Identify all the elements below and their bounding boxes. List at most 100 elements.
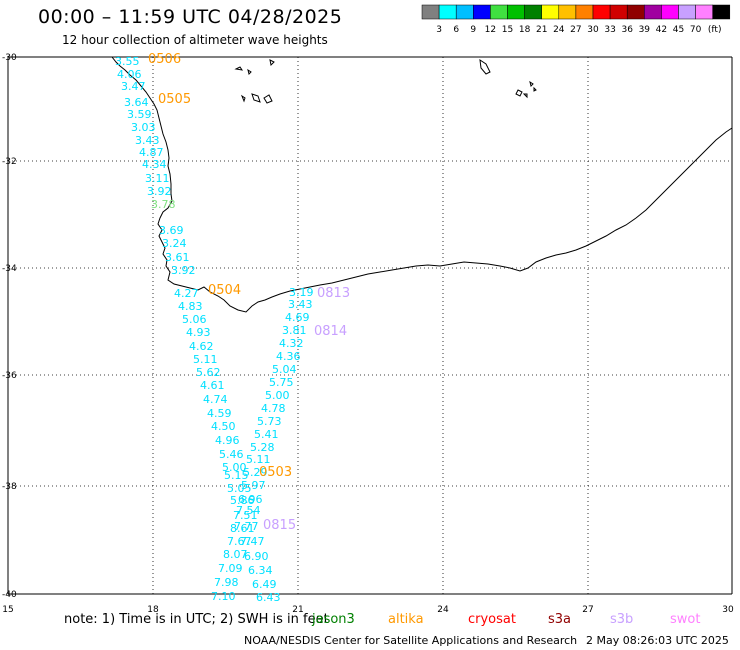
color-tick-label: 12	[485, 25, 496, 35]
axis-ticks: 15 18 21 24 27 30 -30 -32 -34 -36 -38 -40	[2, 53, 734, 615]
wave-height-label: 4.62	[189, 340, 214, 353]
wave-height-label: 4.87	[139, 146, 164, 159]
color-swatch	[712, 4, 731, 20]
wave-height-label: 4.34	[142, 158, 167, 171]
color-tick-label: 6	[453, 25, 459, 35]
wave-height-label: 5.97	[241, 479, 266, 492]
wave-height-label: 8.07	[223, 548, 248, 561]
color-tick-label: 15	[502, 25, 513, 35]
wave-height-label: 5.73	[257, 415, 282, 428]
wave-height-label: 4.61	[200, 379, 225, 392]
color-tick-label: 36	[621, 25, 633, 35]
wave-height-label: 5.29	[243, 466, 268, 479]
color-tick-label: 24	[553, 25, 565, 35]
wave-height-label: 7.98	[214, 576, 239, 589]
wave-height-label: 3.19	[289, 286, 314, 299]
wave-height-label: 4.69	[285, 311, 310, 324]
mission-jason3: jason3	[312, 612, 355, 627]
color-tick-label: 9	[470, 25, 476, 35]
map-title: 00:00 – 11:59 UTC 04/28/2025	[38, 6, 343, 28]
x-tick-label: 21	[292, 605, 303, 615]
wave-height-label: 5.15	[224, 469, 249, 482]
wave-height-label: 3.11	[145, 172, 170, 185]
wave-height-label: 4.93	[186, 326, 211, 339]
wave-height-label: 7.77	[234, 520, 259, 533]
wave-height-label: 3.24	[162, 237, 187, 250]
legend-note-row: note: 1) Time is in UTC; 2) SWH is in fe…	[64, 612, 329, 627]
wave-height-label: 4.32	[279, 337, 304, 350]
wave-height-label: 5.04	[272, 363, 297, 376]
wave-height-label: 3.03	[131, 121, 156, 134]
color-tick-label: 27	[570, 25, 581, 35]
pass-time-label: 0815	[263, 518, 296, 533]
map-subtitle: 12 hour collection of altimeter wave hei…	[62, 33, 328, 47]
color-tick-label: 33	[604, 25, 615, 35]
color-tick-label: 21	[536, 25, 547, 35]
wave-height-label: 4.06	[117, 68, 142, 81]
color-unit-label: (ft)	[708, 25, 722, 35]
coastline	[111, 56, 733, 313]
wave-height-label: 7.09	[218, 562, 243, 575]
wave-height-label: 3.43	[288, 298, 313, 311]
wave-height-label: 4.59	[207, 407, 232, 420]
x-tick-label: 15	[2, 605, 13, 615]
wave-height-label: 3.61	[165, 251, 190, 264]
wave-height-label: 4.50	[211, 420, 236, 433]
wave-height-label: 6.43	[256, 591, 281, 604]
wave-height-label: 7.54	[236, 504, 261, 517]
wave-height-label: 4.83	[178, 300, 203, 313]
y-tick-label: -38	[2, 482, 17, 492]
wave-height-label: 3.92	[171, 264, 196, 277]
x-tick-label: 30	[722, 605, 734, 615]
wave-height-label: 7.51	[233, 509, 258, 522]
y-tick-label: -30	[2, 53, 17, 63]
mission-altika: altika	[388, 612, 424, 627]
wave-height-label: 3.81	[282, 324, 307, 337]
wave-height-label: 5.05	[227, 482, 252, 495]
x-tick-label: 27	[582, 605, 593, 615]
y-tick-label: -40	[2, 590, 17, 600]
y-tick-label: -34	[2, 264, 17, 274]
wave-height-label: 3.43	[135, 134, 160, 147]
wave-height-label: 5.75	[269, 376, 294, 389]
wave-height-label: 4.78	[261, 402, 286, 415]
wave-height-label: 5.86	[230, 494, 255, 507]
pass-time-label: 0503	[259, 465, 292, 480]
wave-height-label: 7.10	[211, 590, 236, 603]
wave-height-label: 3.92	[147, 185, 172, 198]
wave-height-label: 4.96	[215, 434, 240, 447]
y-tick-label: -36	[2, 371, 17, 381]
wave-height-label: 6.96	[238, 493, 263, 506]
pass-time-label: 0813	[317, 286, 350, 301]
color-tick-label: 30	[587, 25, 599, 35]
wave-height-label: 6.34	[248, 564, 273, 577]
y-tick-label: -32	[2, 157, 17, 167]
wave-height-label: 5.11	[246, 453, 271, 466]
pass-time-label: 0814	[314, 324, 347, 339]
mission-swot: swot	[670, 612, 701, 627]
color-tick-label: 42	[656, 25, 667, 35]
wave-height-label: 3.64	[124, 96, 149, 109]
x-tick-label: 24	[437, 605, 449, 615]
wave-height-label: 6.90	[244, 550, 269, 563]
wave-height-label: 6.49	[252, 578, 277, 591]
wave-height-label: 5.06	[182, 313, 207, 326]
x-tick-label: 18	[147, 605, 159, 615]
wave-height-label: 3.55	[115, 55, 140, 68]
wave-height-label: 3.59	[127, 108, 152, 121]
mission-s3b: s3b	[610, 612, 634, 627]
mission-s3a: s3a	[548, 612, 572, 627]
wave-height-label: 5.11	[193, 353, 218, 366]
pass-time-label: 0504	[208, 283, 241, 298]
wave-height-label: 5.00	[265, 389, 290, 402]
wave-height-label: 8.61	[230, 522, 255, 535]
color-tick-label: 3	[436, 25, 442, 35]
wave-height-label: 5.28	[250, 441, 275, 454]
wave-height-label: 7.67	[227, 535, 252, 548]
color-tick-label: 18	[519, 25, 531, 35]
color-tick-label: 45	[673, 25, 684, 35]
wave-height-label: 7.47	[240, 535, 265, 548]
wave-height-label: 3.69	[159, 224, 184, 237]
color-legend: 3 6 9 12 15 18 21 24 27 30 33 36 39 42 45 70 (ft)	[421, 4, 731, 35]
coastline-islands	[234, 58, 537, 104]
